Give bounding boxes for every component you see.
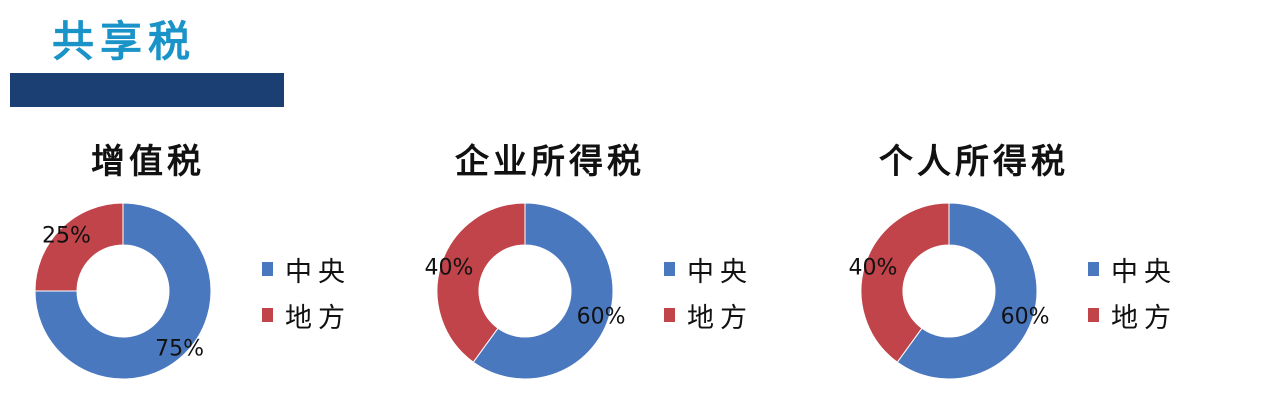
data-label: 40% (848, 255, 897, 280)
chart-legend: 中央 地方 (664, 246, 753, 338)
legend-label: 中央 (687, 256, 753, 288)
chart-title: 个人所得税 (879, 142, 1069, 182)
legend-label: 中央 (1111, 256, 1177, 288)
chart-legend: 中央 地方 (1088, 246, 1177, 338)
title-underline-bar (10, 73, 284, 107)
legend-item-local: 地方 (1088, 292, 1177, 338)
legend-label: 中央 (285, 256, 351, 288)
slice-central (34, 202, 212, 380)
legend-swatch-central (262, 262, 273, 276)
legend-item-central: 中央 (1088, 246, 1177, 292)
legend-item-central: 中央 (664, 246, 753, 292)
slice-local (34, 202, 124, 292)
legend-item-local: 地方 (262, 292, 351, 338)
chart-legend: 中央 地方 (262, 246, 351, 338)
data-label: 60% (577, 305, 626, 330)
slice-local (436, 202, 526, 363)
data-label: 25% (42, 223, 91, 248)
slice-local (860, 202, 950, 363)
legend-swatch-central (664, 262, 675, 276)
chart-vat: 增值税 75% 25% 中央 地方 (18, 120, 418, 410)
data-label: 60% (1001, 305, 1050, 330)
donut-chart: 75% 25% (34, 202, 212, 380)
legend-swatch-local (664, 308, 675, 322)
chart-title: 增值税 (91, 142, 205, 182)
chart-personal-income-tax: 个人所得税 60% 40% 中央 地方 (844, 120, 1244, 410)
page-title: 共享税 (52, 17, 197, 66)
legend-swatch-central (1088, 262, 1099, 276)
legend-label: 地方 (1111, 302, 1177, 334)
legend-swatch-local (262, 308, 273, 322)
data-label: 40% (424, 255, 473, 280)
chart-title: 企业所得税 (455, 142, 645, 182)
donut-chart: 60% 40% (848, 202, 1050, 380)
legend-label: 地方 (285, 302, 351, 334)
slice-central (896, 202, 1038, 380)
donut-chart: 60% 40% (424, 202, 626, 380)
legend-label: 地方 (687, 302, 753, 334)
legend-item-local: 地方 (664, 292, 753, 338)
legend-item-central: 中央 (262, 246, 351, 292)
slice-central (472, 202, 614, 380)
chart-corporate-income-tax: 企业所得税 60% 40% 中央 地方 (420, 120, 820, 410)
legend-swatch-local (1088, 308, 1099, 322)
data-label: 75% (155, 337, 204, 362)
